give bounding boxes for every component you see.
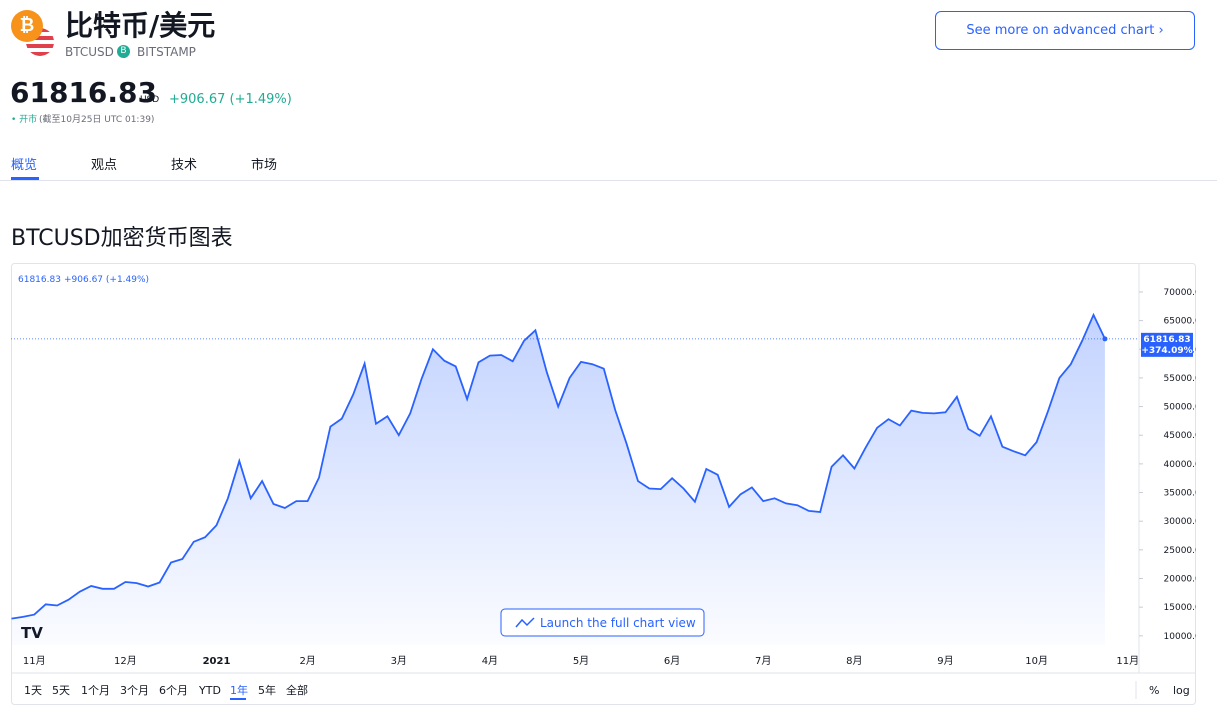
range-button[interactable]: YTD <box>198 684 221 697</box>
tab[interactable]: 观点 <box>91 158 118 173</box>
section-title: BTCUSD加密货币图表 <box>11 226 233 251</box>
as-of: (截至10月25日 UTC 01:39) <box>39 115 155 125</box>
range-button[interactable]: 5天 <box>52 684 70 697</box>
tab[interactable]: 技术 <box>171 158 198 173</box>
x-tick-label: 9月 <box>937 655 953 667</box>
price-tag-change: +374.09% <box>1141 346 1192 356</box>
x-tick-label: 4月 <box>482 655 498 667</box>
x-tick-label: 2021 <box>203 656 231 667</box>
scale-button[interactable]: % <box>1149 684 1159 697</box>
x-tick-label: 7月 <box>755 655 771 667</box>
status-text: 开市 <box>19 115 38 125</box>
y-tick-label: 15000.00 <box>1164 603 1196 613</box>
y-tick-label: 20000.00 <box>1164 575 1196 585</box>
y-tick-label: 30000.00 <box>1164 517 1196 527</box>
y-tick-label: 10000.00 <box>1164 632 1196 642</box>
tab[interactable]: 市场 <box>251 158 278 173</box>
advanced-chart-button[interactable]: See more on advanced chart › <box>935 11 1195 50</box>
change: +906.67 (+1.49%) <box>169 92 292 107</box>
last-point <box>1102 336 1108 342</box>
y-tick-label: 25000.00 <box>1164 546 1196 556</box>
x-tick-label: 12月 <box>114 655 137 667</box>
x-tick-label: 5月 <box>573 655 589 667</box>
y-tick-label: 40000.00 <box>1164 460 1196 470</box>
range-button[interactable]: 6个月 <box>159 684 188 697</box>
range-button[interactable]: 3个月 <box>120 684 149 697</box>
price-line <box>11 312 1106 620</box>
x-tick-label: 8月 <box>846 655 862 667</box>
y-tick-label: 45000.00 <box>1164 431 1196 441</box>
x-tick-label: 10月 <box>1025 655 1048 667</box>
currency: USD <box>140 95 160 105</box>
chart-border <box>11 263 1196 705</box>
x-tick-label: 11月 <box>23 655 46 667</box>
launch-button-label: Launch the full chart view <box>540 616 696 630</box>
symbol: BTCUSD <box>65 45 114 59</box>
price: 61816.83 <box>10 76 158 109</box>
launch-button[interactable]: Launch the full chart view <box>500 608 705 637</box>
y-tick-label: 70000.00 <box>1164 288 1196 298</box>
title: 比特币/美元 <box>65 9 216 42</box>
scale-button[interactable]: log <box>1173 684 1190 697</box>
y-tick-label: 65000.00 <box>1164 317 1196 327</box>
y-tick-label: 50000.00 <box>1164 403 1196 413</box>
x-tick-label: 6月 <box>664 655 680 667</box>
exchange[interactable]: BITSTAMP <box>137 45 196 59</box>
legend-change: +906.67 (+1.49%) <box>64 275 149 285</box>
price-tag <box>1141 332 1193 357</box>
range-button[interactable]: 1年 <box>230 683 248 697</box>
button-label: See more on advanced chart <box>966 23 1155 38</box>
launch-button-frame <box>500 608 705 637</box>
range-button[interactable]: 1天 <box>24 684 42 697</box>
coin-icon: ₿ <box>11 10 43 42</box>
price-tag-value: 61816.83 <box>1143 335 1190 345</box>
y-tick-label: 35000.00 <box>1164 489 1196 499</box>
chart: 61816.83 +906.67 (+1.49%) TV 10000.00150… <box>11 263 1196 705</box>
tab[interactable]: 概览 <box>11 158 38 173</box>
area <box>11 314 1105 645</box>
x-tick-label: 3月 <box>391 655 407 667</box>
y-tick-label: 55000.00 <box>1164 374 1196 384</box>
range-button[interactable]: 5年 <box>258 683 276 697</box>
divider <box>0 180 1217 181</box>
x-tick-label: 11月 <box>1116 655 1139 667</box>
legend-price: 61816.83 <box>18 275 61 285</box>
tab-underline <box>11 177 39 180</box>
range-button[interactable]: 1个月 <box>81 684 110 697</box>
x-tick-label: 2月 <box>299 655 315 667</box>
range-button[interactable]: 全部 <box>286 683 308 697</box>
launch-button-icon <box>515 617 535 628</box>
exchange-icon: B <box>117 45 130 58</box>
status: • 开市 <box>11 115 38 125</box>
